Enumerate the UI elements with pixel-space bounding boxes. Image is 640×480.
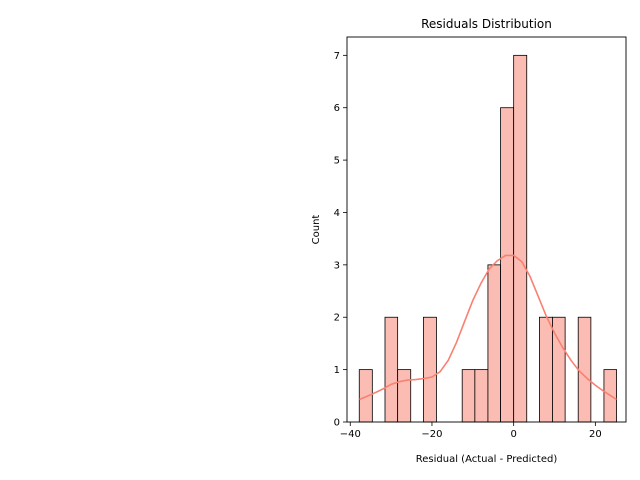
histogram-bar-10 — [487, 264, 501, 423]
histogram-bar-9 — [474, 369, 489, 423]
y-tick-label: 2 — [334, 313, 340, 324]
histogram-bar-5 — [422, 316, 437, 423]
y-tick-label: 1 — [334, 365, 340, 376]
y-axis-ticks: 0 1 2 3 4 5 6 7 — [334, 51, 347, 429]
histogram-bar-2 — [384, 316, 399, 423]
histogram-bar-3 — [397, 369, 412, 423]
plot-area: −40 −20 0 20 0 1 2 3 4 5 6 7 — [334, 36, 627, 440]
histogram-bar-12 — [513, 54, 528, 423]
histogram-bar-0 — [358, 369, 373, 423]
y-tick-label: 0 — [334, 418, 340, 429]
histogram-bar-8 — [461, 369, 476, 423]
histogram-bar-14 — [538, 316, 553, 423]
y-tick-label: 6 — [334, 103, 340, 114]
y-tick-label: 5 — [334, 156, 340, 167]
kde-curve — [358, 254, 618, 401]
x-axis-label: Residual (Actual - Predicted) — [416, 454, 558, 465]
histogram-bars — [358, 54, 618, 423]
x-tick-label: −40 — [340, 429, 361, 440]
x-tick-label: 20 — [589, 429, 602, 440]
histogram-bar-17 — [577, 316, 592, 423]
x-tick-label: 0 — [510, 429, 516, 440]
y-axis-label: Count — [311, 215, 322, 245]
x-axis-ticks: −40 −20 0 20 — [340, 422, 602, 440]
histogram-bar-11 — [500, 107, 515, 423]
y-tick-label: 4 — [334, 208, 340, 219]
chart-title: Residuals Distribution — [421, 17, 552, 31]
y-tick-label: 3 — [334, 260, 340, 271]
y-tick-label: 7 — [334, 51, 340, 62]
x-tick-label: −20 — [421, 429, 442, 440]
axes-frame — [346, 36, 627, 423]
